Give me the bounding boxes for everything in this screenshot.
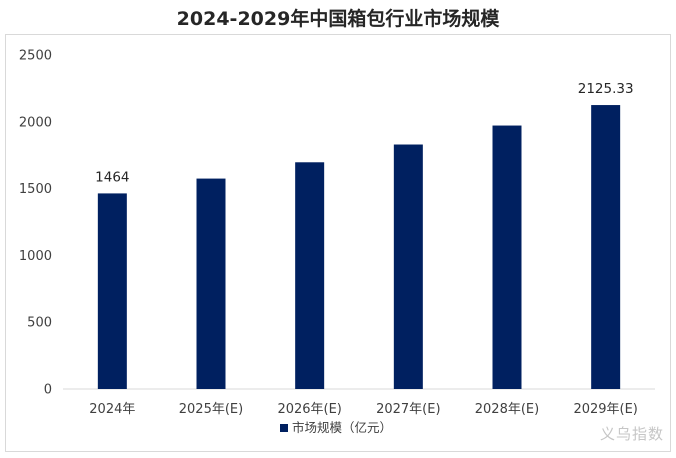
y-tick-label: 500 (27, 316, 52, 331)
y-tick-label: 0 (44, 383, 52, 398)
y-tick-label: 1000 (19, 249, 52, 264)
y-tick-label: 1500 (19, 182, 52, 197)
x-tick-label: 2026年(E) (277, 402, 341, 417)
bar-1 (196, 178, 226, 389)
chart-frame (5, 34, 671, 452)
bar-5 (591, 105, 621, 389)
x-tick-label: 2024年 (89, 402, 135, 417)
data-labels: 1464 2125.33 (95, 81, 633, 185)
bar-2 (295, 162, 325, 389)
x-tick-label: 2028年(E) (475, 402, 539, 417)
x-tick-label: 2027年(E) (376, 402, 440, 417)
legend-label: 市场规模（亿元） (292, 420, 392, 435)
y-tick-label: 2500 (19, 49, 52, 64)
chart-title: 2024-2029年中国箱包行业市场规模 (176, 8, 500, 30)
legend: 市场规模（亿元） (280, 420, 392, 435)
x-axis-ticks: 2024年 2025年(E) 2026年(E) 2027年(E) 2028年(E) 202… (89, 402, 638, 417)
bars (97, 105, 621, 389)
data-label-0: 1464 (95, 169, 129, 185)
bar-3 (393, 144, 423, 389)
watermark: 义乌指数 (599, 425, 664, 443)
data-label-5: 2125.33 (578, 81, 634, 97)
bar-4 (492, 125, 522, 389)
bar-0 (97, 193, 127, 389)
x-tick-label: 2029年(E) (573, 402, 637, 417)
x-tick-label: 2025年(E) (179, 402, 243, 417)
y-axis-ticks: 0 500 1000 1500 2000 2500 (19, 49, 52, 398)
y-tick-label: 2000 (19, 115, 52, 130)
legend-swatch (280, 424, 288, 432)
